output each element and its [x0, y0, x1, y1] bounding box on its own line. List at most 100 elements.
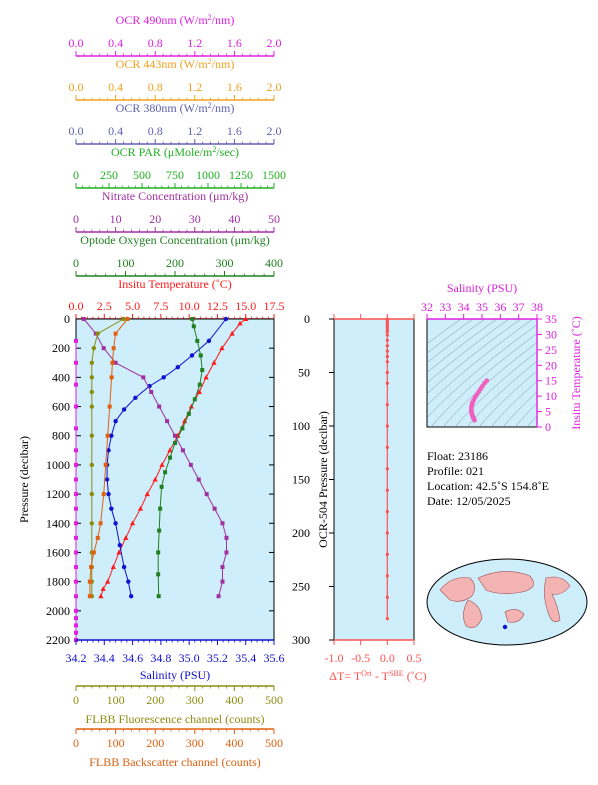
- nitrate-series-point: [113, 360, 118, 365]
- ts-temperature-tick-label: 30: [545, 327, 557, 341]
- oxygen-axis-label: Optode Oxygen Concentration (μm/kg): [80, 233, 269, 247]
- temperature-tick-label: 12.5: [207, 299, 228, 313]
- ts-salinity-axis-label: Salinity (PSU): [447, 281, 517, 295]
- nitrate-series-point: [220, 521, 225, 526]
- backscatter-tick-label: 100: [107, 736, 125, 750]
- float-info: Float: 23186 Profile: 021 Location: 42.5…: [427, 449, 549, 508]
- temperature-series-point: [98, 593, 104, 599]
- pressure-tick-label: 600: [52, 400, 70, 414]
- salinity-tick-label: 34.2: [66, 651, 87, 665]
- ocr380-tick-label: 0.8: [148, 124, 163, 138]
- nitrate-series-point: [101, 346, 106, 351]
- isopycnal-line: [427, 324, 537, 419]
- ts-isopycnals: [427, 319, 537, 427]
- float-location-marker: [502, 624, 508, 630]
- nitrate-series-point: [224, 550, 229, 555]
- pressure-tick-label: 800: [52, 429, 70, 443]
- par-tick-label: 1000: [196, 168, 220, 182]
- backscatter-tick-label: 300: [186, 736, 204, 750]
- par-tick-label: 250: [100, 168, 118, 182]
- backscatter-series-point: [103, 462, 108, 467]
- salinity-series-point: [175, 364, 181, 370]
- salinity-series-point: [121, 407, 127, 412]
- ts-temperature-tick-label: 10: [545, 389, 557, 403]
- ocr490-series-point: [74, 616, 78, 621]
- salinity-tick-label: 34.4: [94, 651, 115, 665]
- ts-salinity-tick-label: 33: [439, 300, 451, 314]
- oxygen-series-point: [200, 368, 205, 373]
- ts-temperature-tick-label: 5: [545, 405, 551, 419]
- ts-temperature-tick-label: 15: [545, 374, 557, 388]
- dt-series-point: [385, 349, 389, 353]
- float-id: Float: 23186: [427, 449, 488, 463]
- dt-series-point: [385, 381, 389, 385]
- nitrate-axis-label: Nitrate Concentration (μm/kg): [102, 189, 248, 203]
- isopycnal-line: [502, 391, 537, 427]
- temperature-series-point: [229, 330, 235, 336]
- ocr490-series-point: [74, 382, 78, 387]
- nitrate-series-point: [220, 565, 225, 570]
- fluorescence-tick-label: 500: [265, 693, 283, 707]
- backscatter-series-point: [98, 521, 103, 526]
- temperature-series-point: [211, 359, 217, 365]
- oxygen-series-point: [168, 455, 173, 460]
- nitrate-series-point: [180, 448, 185, 453]
- ocr-pressure-tick-label: 150: [292, 473, 310, 487]
- temperature-series-point: [116, 549, 122, 555]
- salinity-tick-label: 35.0: [179, 651, 200, 665]
- nitrate-series-point: [81, 317, 86, 321]
- nitrate-series-point: [224, 535, 229, 540]
- pressure-tick-label: 2200: [46, 633, 70, 647]
- dt-series-point: [385, 424, 389, 428]
- pressure-tick-label: 400: [52, 370, 70, 384]
- world-map: [426, 558, 588, 646]
- ocr490-series-point: [74, 506, 78, 511]
- ocr380-tick-label: 2.0: [267, 124, 282, 138]
- ocr490-series-point: [74, 477, 78, 482]
- ocr443-tick-label: 0.4: [108, 80, 123, 94]
- temperature-series-point: [152, 476, 158, 482]
- ocr490-series-point: [74, 535, 78, 540]
- dt-series-point: [385, 510, 389, 514]
- temperature-series-point: [110, 564, 116, 570]
- ts-salinity-tick-label: 34: [458, 300, 470, 314]
- pressure-tick-label: 2000: [46, 604, 70, 618]
- oxygen-series-point: [197, 382, 202, 387]
- nitrate-tick-label: 50: [268, 212, 280, 226]
- nitrate-series-point: [165, 419, 170, 424]
- nitrate-series-point: [157, 404, 162, 409]
- ocr490-series-point: [74, 565, 78, 570]
- isopycnal-line: [427, 319, 474, 354]
- salinity-series-point: [106, 491, 111, 497]
- salinity-tick-label: 35.4: [235, 651, 256, 665]
- temperature-series-line: [100, 318, 247, 597]
- isopycnal-line: [427, 319, 510, 384]
- backscatter-series-point: [91, 550, 96, 555]
- ocr490-tick-label: 0.8: [148, 36, 163, 50]
- isopycnal-line: [427, 319, 522, 395]
- ocr490-series-point: [74, 623, 78, 628]
- top-axes: 0.0 0.4 0.8 1.2 1.6 2.0 OCR 490nm (W/m2/nm) 0.0…: [69, 13, 286, 320]
- salinity-series-point: [109, 433, 114, 438]
- salinity-series-point: [223, 316, 229, 322]
- oxygen-series-point: [158, 506, 163, 511]
- ocr443-tick-label: 1.6: [227, 80, 242, 94]
- ocr-pressure-tick-label: 200: [292, 526, 310, 540]
- bottom-axes: 34.2 34.4 34.6 34.8 35.0 35.2 35.4 35.6 Salinity…: [66, 639, 285, 769]
- oxygen-series-point: [173, 441, 177, 446]
- temperature-tick-label: 2.5: [97, 299, 112, 313]
- nitrate-series-point: [173, 433, 177, 438]
- fluorescence-series-point: [89, 433, 95, 438]
- isopycnal-line: [466, 360, 537, 427]
- ts-salinity-tick-label: 38: [531, 300, 543, 314]
- backscatter-series-point: [95, 535, 100, 540]
- backscatter-tick-label: 0: [73, 736, 79, 750]
- oxygen-series-point: [190, 317, 195, 321]
- oxygen-series-point: [156, 572, 161, 577]
- backscatter-tick-label: 200: [146, 736, 164, 750]
- nitrate-series-point: [212, 506, 217, 511]
- fluorescence-series-point: [91, 345, 97, 351]
- temperature-tick-label: 5.0: [125, 299, 140, 313]
- nitrate-tick-label: 20: [149, 212, 161, 226]
- temperature-tick-label: 15.0: [235, 299, 256, 313]
